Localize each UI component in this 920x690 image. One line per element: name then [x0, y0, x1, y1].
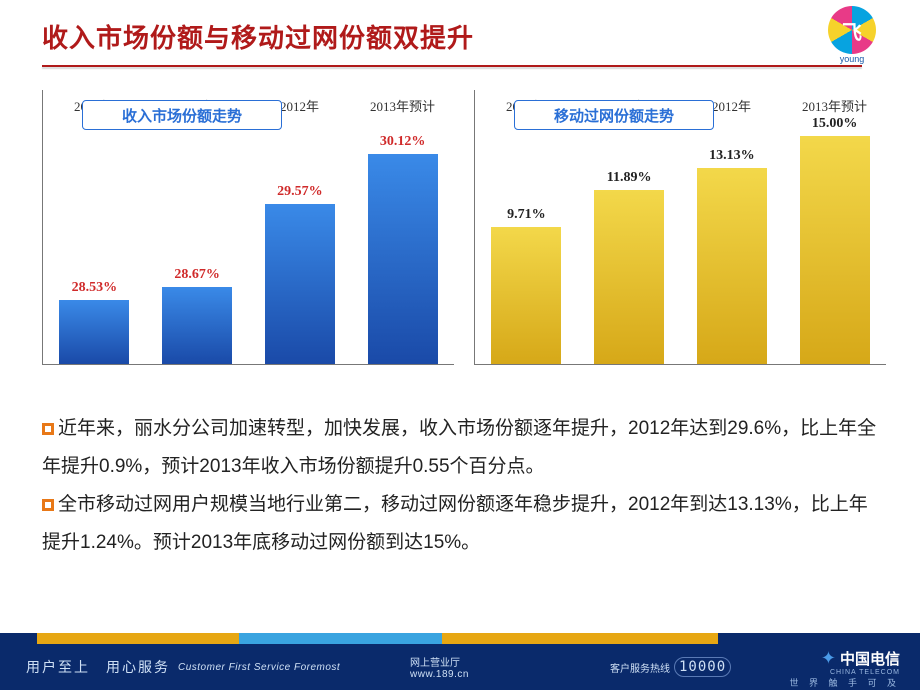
bullet-icon — [42, 499, 54, 511]
bullet-icon — [42, 423, 54, 435]
chart-plot-area: 9.71% 11.89% 13.13% 15.00% — [474, 90, 886, 365]
bar — [368, 154, 438, 364]
bar-value-label: 9.71% — [507, 207, 546, 223]
bar-value-label: 28.53% — [72, 280, 118, 296]
bar — [800, 136, 870, 364]
bar — [162, 287, 232, 364]
logo-young: young — [818, 6, 886, 70]
charts-row: 收入市场份额走势28.53%28.67%29.57%30.12%2010年201… — [42, 90, 886, 390]
logo-young-sub: young — [818, 54, 886, 64]
footer-brand-logo: ✦ 中国电信 CHINA TELECOM 世 界 触 手 可 及 — [789, 648, 900, 689]
bar — [697, 168, 767, 364]
bar-slot: 9.71% — [475, 90, 578, 364]
slide-header: 收入市场份额与移动过网份额双提升 — [42, 18, 890, 67]
bar-value-label: 29.57% — [277, 184, 323, 200]
footer-slogan-en: Customer First Service Foremost — [178, 662, 340, 673]
bar-slot: 29.57% — [249, 90, 352, 364]
bar-slot: 11.89% — [578, 90, 681, 364]
bar-value-label: 28.67% — [174, 267, 220, 283]
bar-value-label: 30.12% — [380, 134, 426, 150]
bar — [491, 227, 561, 364]
bar-slot: 30.12% — [351, 90, 454, 364]
chart-mobile-share: 移动过网份额走势9.71%11.89%13.13%15.00%2010年2011… — [474, 90, 886, 390]
body-p2: 全市移动过网用户规模当地行业第二，移动过网份额逐年稳步提升，2012年到达13.… — [42, 486, 878, 562]
telecom-swirl-icon: ✦ — [821, 648, 836, 669]
chart-plot-area: 28.53% 28.67% 29.57% 30.12% — [42, 90, 454, 365]
footer-stripe — [0, 633, 920, 644]
hotline-number: 10000 — [674, 657, 731, 677]
bar — [59, 300, 129, 364]
title-underline — [42, 65, 862, 67]
footer-hotline: 客户服务热线 10000 — [610, 657, 731, 677]
body-p1: 近年来，丽水分公司加速转型，加快发展，收入市场份额逐年提升，2012年达到29.… — [42, 410, 878, 486]
footer-stripe-segment — [442, 633, 718, 644]
bar-slot: 28.67% — [146, 90, 249, 364]
body-text: 近年来，丽水分公司加速转型，加快发展，收入市场份额逐年提升，2012年达到29.… — [42, 410, 878, 562]
footer-stripe-segment — [37, 633, 239, 644]
slide-title: 收入市场份额与移动过网份额双提升 — [42, 18, 890, 55]
bar-value-label: 13.13% — [709, 148, 755, 164]
footer-stripe-segment — [239, 633, 441, 644]
bar — [265, 204, 335, 364]
chart-revenue-share: 收入市场份额走势28.53%28.67%29.57%30.12%2010年201… — [42, 90, 454, 390]
bar-slot: 13.13% — [681, 90, 784, 364]
bar — [594, 190, 664, 364]
footer-stripe-segment — [0, 633, 37, 644]
bar-slot: 15.00% — [783, 90, 886, 364]
footer-stripe-segment — [718, 633, 920, 644]
footer-bar: 用户至上 用心服务 Customer First Service Foremos… — [0, 644, 920, 690]
bar-slot: 28.53% — [43, 90, 146, 364]
footer-slogan-cn: 用户至上 用心服务 — [26, 657, 170, 677]
bar-value-label: 15.00% — [812, 116, 858, 132]
bar-value-label: 11.89% — [607, 170, 652, 186]
footer-online-hall: 网上营业厅 www.189.cn — [410, 654, 469, 680]
logo-young-icon — [828, 6, 876, 54]
